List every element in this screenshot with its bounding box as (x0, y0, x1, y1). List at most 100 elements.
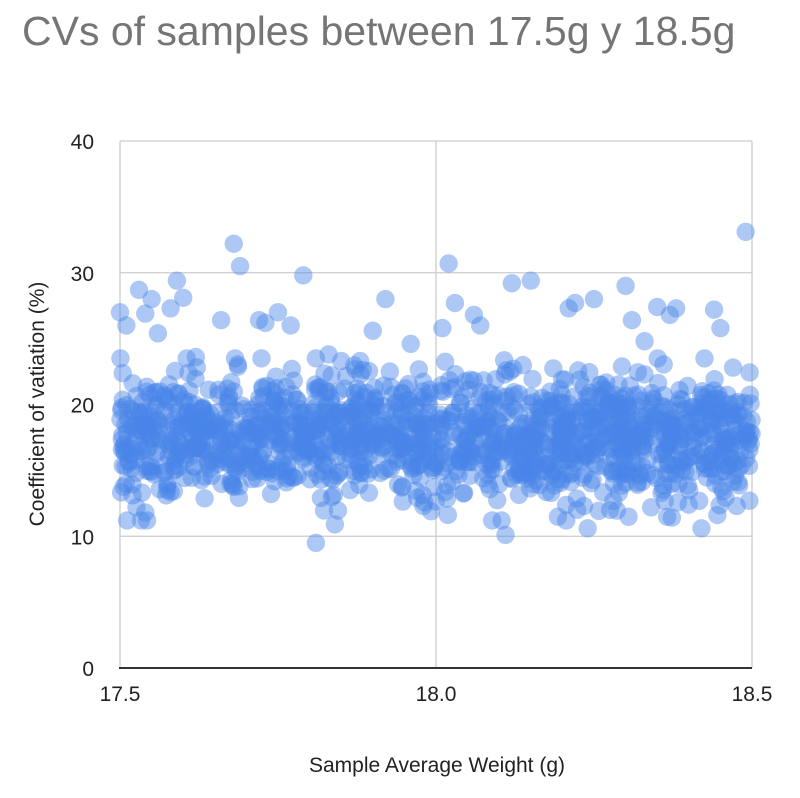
data-point (215, 447, 234, 466)
data-point (699, 384, 718, 403)
data-point (158, 392, 178, 411)
data-point (741, 434, 760, 453)
data-point (641, 498, 661, 517)
data-point (117, 316, 136, 335)
data-point (524, 456, 543, 475)
data-point (577, 418, 596, 437)
data-point (199, 380, 218, 399)
data-point (162, 406, 182, 426)
data-point (567, 500, 587, 520)
data-point (351, 365, 370, 384)
data-point (240, 444, 259, 463)
data-point (405, 407, 425, 426)
data-point (641, 393, 660, 413)
data-point (176, 445, 195, 464)
data-point (565, 453, 584, 472)
data-point (270, 442, 289, 461)
data-point (131, 511, 151, 530)
data-point (315, 364, 334, 383)
data-point (628, 423, 648, 443)
data-point (452, 443, 471, 462)
data-point (409, 430, 428, 449)
data-point (482, 455, 501, 474)
data-point (347, 422, 366, 442)
data-point (635, 332, 654, 351)
data-point (510, 433, 529, 452)
data-point (737, 448, 756, 468)
data-point (442, 406, 462, 426)
data-point (397, 434, 416, 453)
data-point (611, 436, 630, 456)
data-point (510, 452, 529, 471)
data-point (310, 415, 329, 434)
data-point (668, 457, 687, 477)
data-point (371, 463, 390, 483)
data-point (712, 478, 731, 497)
data-point (376, 403, 396, 422)
data-point (348, 424, 367, 443)
data-point (514, 431, 534, 450)
data-point (277, 455, 297, 475)
data-point (663, 409, 682, 428)
data-point (219, 396, 239, 415)
data-point (437, 489, 457, 508)
data-point (479, 397, 498, 416)
data-point (238, 418, 257, 437)
data-point (550, 428, 569, 447)
data-point (283, 402, 302, 421)
data-point (130, 436, 150, 456)
data-point (719, 456, 738, 475)
data-point (740, 423, 759, 442)
data-point (715, 434, 734, 453)
data-point (619, 433, 638, 453)
data-point (609, 404, 628, 423)
data-point (654, 386, 673, 405)
data-point (485, 429, 504, 448)
data-point (317, 381, 336, 401)
data-point (699, 402, 719, 421)
data-point (423, 458, 442, 478)
data-point (164, 411, 183, 430)
data-point (552, 432, 572, 451)
data-point (612, 398, 631, 418)
data-point (740, 385, 760, 405)
data-point (544, 359, 563, 378)
data-point (179, 393, 199, 412)
data-point (395, 437, 414, 456)
data-point (316, 383, 336, 402)
data-point (425, 438, 444, 457)
data-point (127, 426, 146, 446)
data-point (326, 405, 345, 425)
data-point (551, 420, 570, 439)
data-point (703, 443, 723, 463)
data-point (662, 508, 682, 527)
data-point (393, 477, 412, 496)
data-point (516, 463, 536, 483)
data-point (211, 310, 231, 330)
data-point (242, 400, 261, 419)
data-point (469, 419, 488, 438)
data-point (445, 293, 465, 313)
data-point (381, 459, 400, 479)
data-point (679, 481, 699, 500)
data-point (521, 447, 541, 467)
data-point (355, 387, 374, 406)
data-point (509, 460, 529, 479)
data-point (464, 399, 483, 418)
data-point (618, 461, 637, 480)
data-point (262, 400, 281, 419)
data-point (419, 415, 438, 434)
data-point (705, 370, 724, 389)
data-point (261, 484, 281, 504)
data-point (460, 466, 480, 485)
data-point (326, 417, 346, 437)
data-point (365, 391, 385, 411)
data-point (548, 469, 567, 489)
data-point (519, 440, 539, 460)
data-point (547, 439, 566, 458)
data-point (362, 403, 381, 423)
grid (119, 140, 753, 668)
data-point (478, 465, 497, 484)
data-point (161, 299, 180, 318)
data-point (443, 403, 463, 422)
